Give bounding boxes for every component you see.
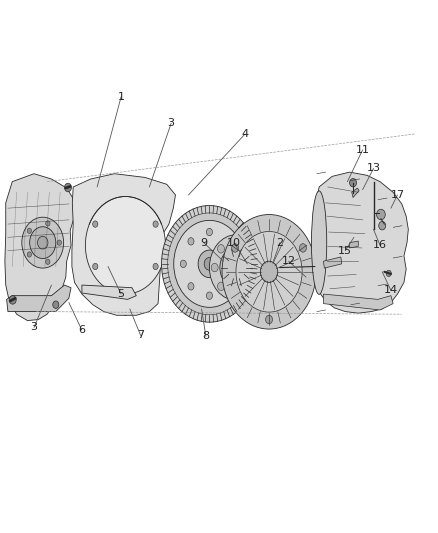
Circle shape [27,252,32,257]
Text: 16: 16 [373,240,387,251]
Text: 10: 10 [227,238,241,248]
Circle shape [220,247,253,288]
Circle shape [153,221,158,227]
Text: 9: 9 [200,238,207,248]
Circle shape [162,206,257,322]
Ellipse shape [311,191,327,294]
Text: 17: 17 [390,190,405,200]
Polygon shape [323,294,393,310]
Circle shape [93,263,98,270]
Circle shape [174,220,245,308]
Circle shape [211,263,218,272]
Text: 6: 6 [78,325,85,335]
Circle shape [260,261,278,282]
Text: 3: 3 [31,322,38,333]
Polygon shape [314,172,408,313]
Circle shape [254,263,261,272]
Circle shape [248,282,255,290]
Circle shape [206,228,212,236]
Circle shape [225,238,231,245]
Circle shape [265,316,272,324]
Text: 11: 11 [356,145,370,155]
Polygon shape [7,285,71,312]
Polygon shape [323,257,342,268]
Polygon shape [72,174,176,316]
Polygon shape [350,241,358,248]
Text: 3: 3 [168,118,175,128]
Circle shape [53,301,59,309]
Circle shape [350,179,357,187]
Circle shape [153,263,158,270]
Text: 7: 7 [137,330,144,341]
Circle shape [93,221,98,227]
Text: 13: 13 [367,164,381,173]
Circle shape [377,209,385,220]
Circle shape [236,231,302,312]
Circle shape [9,296,16,304]
Circle shape [300,244,307,252]
Circle shape [233,237,240,245]
Circle shape [38,236,48,249]
Circle shape [188,238,194,245]
Circle shape [204,257,215,270]
Circle shape [231,261,242,274]
Circle shape [206,292,212,300]
Circle shape [188,282,194,290]
Circle shape [233,290,240,298]
Circle shape [218,282,225,290]
Circle shape [180,260,186,268]
Circle shape [22,217,64,268]
Circle shape [209,235,263,301]
Circle shape [232,244,239,252]
Text: 14: 14 [384,285,398,295]
Circle shape [168,213,251,315]
Circle shape [198,250,221,278]
Circle shape [248,245,255,253]
Circle shape [57,240,61,245]
Circle shape [30,227,56,259]
Polygon shape [82,285,136,300]
Circle shape [218,245,225,253]
Circle shape [233,260,239,268]
Text: 1: 1 [117,92,124,102]
Circle shape [64,183,71,192]
Text: 4: 4 [241,129,249,139]
Circle shape [46,221,50,226]
Polygon shape [352,188,359,198]
Text: 2: 2 [276,238,283,248]
Text: 5: 5 [117,289,124,299]
Circle shape [386,270,391,277]
Circle shape [46,259,50,264]
Text: 12: 12 [282,256,296,266]
Circle shape [225,282,231,290]
Circle shape [379,221,386,230]
Text: 15: 15 [338,246,352,256]
Circle shape [27,228,32,233]
Circle shape [222,215,316,329]
Polygon shape [5,174,75,320]
Circle shape [85,197,166,294]
Circle shape [122,308,128,316]
Text: 8: 8 [202,332,209,342]
